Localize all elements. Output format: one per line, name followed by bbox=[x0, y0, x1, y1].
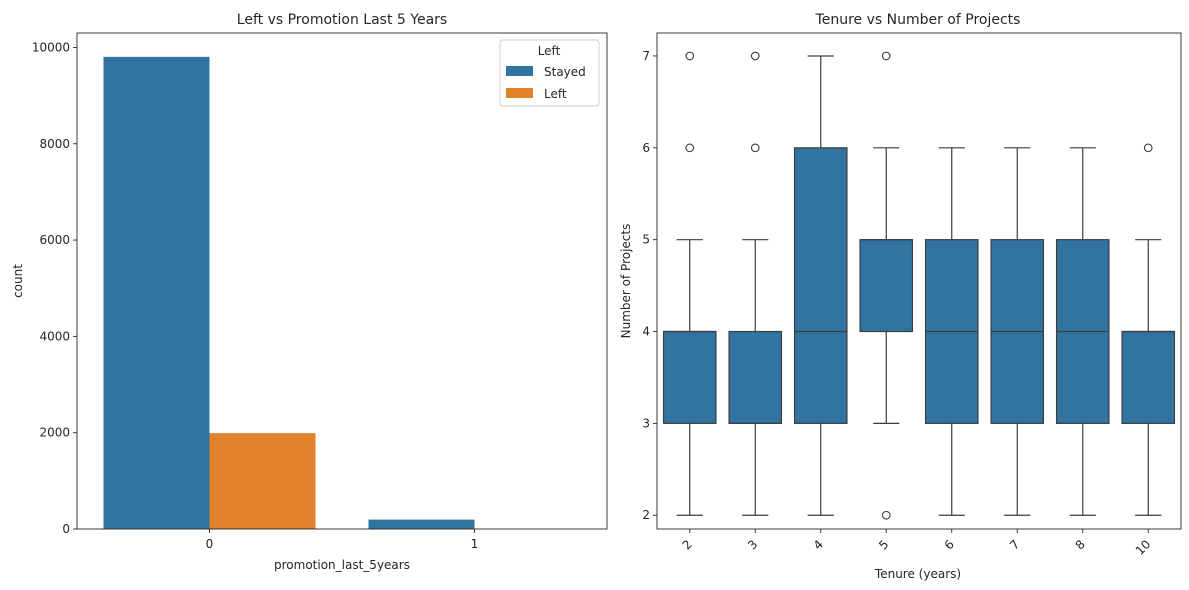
box-tenure-3 bbox=[728, 51, 783, 516]
iqr-box bbox=[1121, 330, 1176, 424]
x-tick-label: 3 bbox=[745, 537, 760, 552]
plot-frame bbox=[656, 32, 1182, 530]
box-tenure-5 bbox=[859, 51, 914, 520]
outlier-point bbox=[750, 51, 760, 61]
iqr-box bbox=[859, 239, 914, 333]
box-tenure-7 bbox=[990, 147, 1045, 516]
legend-title: Left bbox=[538, 44, 561, 58]
legend-label-stayed: Stayed bbox=[544, 65, 586, 79]
legend-label-left: Left bbox=[544, 87, 567, 101]
box-tenure-2 bbox=[662, 51, 717, 516]
y-tick-label: 4000 bbox=[39, 329, 70, 343]
iqr-box bbox=[662, 330, 717, 424]
bar-stayed-0 bbox=[103, 56, 210, 530]
y-tick-label: 3 bbox=[642, 416, 650, 430]
x-tick-label: 1 bbox=[471, 537, 479, 551]
plot-frame bbox=[76, 32, 608, 530]
chart-title: Tenure vs Number of Projects bbox=[815, 12, 1021, 28]
y-tick-label: 4 bbox=[642, 325, 650, 339]
x-tick-label: 6 bbox=[942, 537, 957, 552]
y-tick-label: 6 bbox=[642, 141, 650, 155]
box-tenure-6 bbox=[924, 147, 979, 516]
x-tick-label: 0 bbox=[206, 537, 214, 551]
y-tick-label: 7 bbox=[642, 49, 650, 63]
outlier-point bbox=[1143, 143, 1153, 153]
y-axis-label: Number of Projects bbox=[619, 224, 633, 339]
x-axis-label: Tenure (years) bbox=[874, 567, 961, 581]
outlier-point bbox=[685, 51, 695, 61]
y-axis-label: count bbox=[11, 264, 25, 298]
chart-title: Left vs Promotion Last 5 Years bbox=[237, 12, 447, 28]
y-tick-label: 10000 bbox=[32, 40, 70, 54]
outlier-point bbox=[881, 51, 891, 61]
x-tick-label: 7 bbox=[1007, 537, 1022, 552]
x-axis-label: promotion_last_5years bbox=[274, 558, 410, 572]
tenure-box-plot: Tenure vs Number of Projects 2 3 4 5 6 7 8 10 2 3… bbox=[619, 12, 1182, 581]
iqr-box bbox=[793, 147, 848, 424]
x-tick-label: 5 bbox=[876, 537, 891, 552]
bar-stayed-1 bbox=[368, 519, 475, 529]
legend: Left Stayed Left bbox=[499, 39, 600, 107]
y-tick-label: 6000 bbox=[39, 233, 70, 247]
legend-swatch-left bbox=[506, 88, 533, 98]
y-tick-label: 5 bbox=[642, 233, 650, 247]
outlier-point bbox=[881, 510, 891, 520]
x-tick-label: 2 bbox=[680, 537, 695, 552]
box-tenure-10 bbox=[1121, 143, 1176, 516]
box-tenure-8 bbox=[1055, 147, 1110, 516]
outlier-point bbox=[750, 143, 760, 153]
bar-left-0 bbox=[209, 433, 316, 529]
x-tick-label: 8 bbox=[1073, 537, 1088, 552]
box-tenure-4 bbox=[793, 55, 848, 516]
y-tick-label: 8000 bbox=[39, 137, 70, 151]
y-tick-label: 2000 bbox=[39, 426, 70, 440]
x-tick-label: 10 bbox=[1133, 537, 1154, 558]
y-tick-label: 2 bbox=[642, 508, 650, 522]
legend-swatch-stayed bbox=[506, 66, 533, 76]
outlier-point bbox=[685, 143, 695, 153]
y-tick-label: 0 bbox=[62, 522, 70, 536]
promotion-bar-chart: Left vs Promotion Last 5 Years 0 1 0 2000 40… bbox=[11, 12, 608, 572]
x-tick-label: 4 bbox=[811, 537, 826, 552]
iqr-box bbox=[728, 330, 783, 424]
